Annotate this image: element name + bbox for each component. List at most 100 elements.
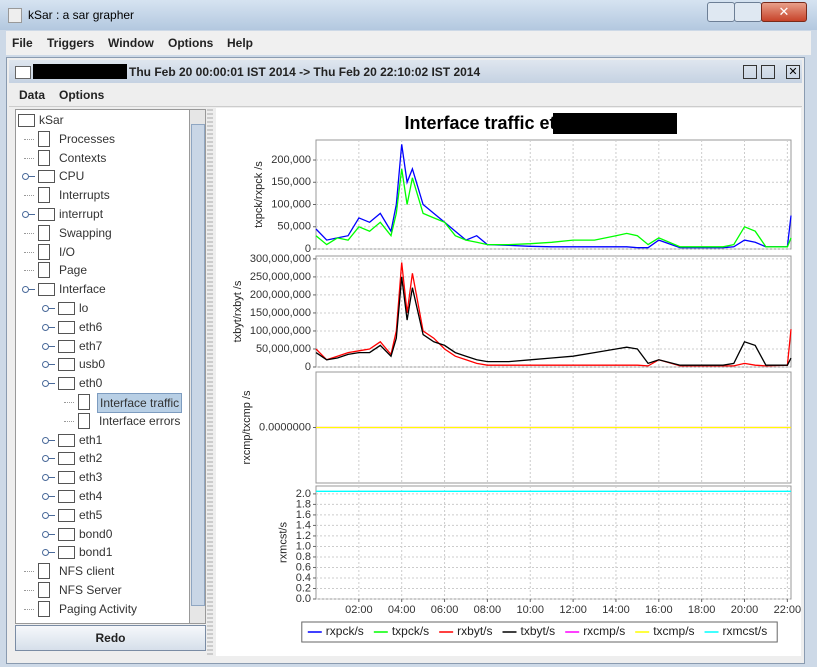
y-tick-label: 1.2	[296, 530, 311, 542]
tree-label[interactable]: Contexts	[57, 149, 108, 167]
iconify-button[interactable]	[743, 65, 757, 79]
menu-item[interactable]: File	[12, 36, 33, 50]
menu-item[interactable]: Help	[227, 36, 253, 50]
tree-label[interactable]: interrupt	[57, 205, 105, 223]
tree-label[interactable]: bond1	[77, 543, 114, 561]
tree-label[interactable]: eth6	[77, 318, 104, 336]
y-tick-label: 1.6	[296, 509, 311, 521]
folder-icon	[58, 546, 75, 559]
tree-label[interactable]: Processes	[57, 130, 117, 148]
tree-label[interactable]: NFS client	[57, 562, 116, 580]
tree-label[interactable]: Interface	[57, 280, 108, 298]
file-icon	[38, 150, 50, 166]
tree-label[interactable]: usb0	[77, 355, 107, 373]
handle-line	[48, 534, 55, 535]
tree-line	[24, 609, 34, 610]
handle-line	[48, 458, 55, 459]
minimize-button[interactable]	[707, 2, 735, 22]
y-tick-label: 0.4	[296, 572, 311, 584]
scrollbar[interactable]	[189, 109, 206, 624]
menu-item[interactable]: Window	[108, 36, 154, 50]
tree-label[interactable]: I/O	[57, 243, 77, 261]
handle-line	[48, 477, 55, 478]
y-tick-label: 300,000,000	[250, 253, 311, 265]
tree-line	[24, 158, 34, 159]
y-tick-label: 250,000,000	[250, 271, 311, 283]
close-frame-button[interactable]: ✕	[786, 65, 800, 79]
tree-label[interactable]: eth1	[77, 431, 104, 449]
folder-icon	[58, 452, 75, 465]
maximize-frame-button[interactable]	[761, 65, 775, 79]
x-tick-label: 04:00	[388, 604, 416, 616]
tree-label[interactable]: eth4	[77, 487, 104, 505]
y-tick-label: 0.2	[296, 582, 311, 594]
handle-line	[48, 515, 55, 516]
tree-label[interactable]: eth3	[77, 468, 104, 486]
y-tick-label: 1.8	[296, 498, 311, 510]
tree-label[interactable]: bond0	[77, 525, 114, 543]
folder-icon	[58, 321, 75, 334]
y-tick-label: 50,000,000	[256, 343, 311, 355]
redo-button[interactable]: Redo	[15, 625, 206, 651]
menu-item[interactable]: Options	[59, 88, 104, 102]
x-tick-label: 02:00	[345, 604, 373, 616]
y-tick-label: 0.6	[296, 561, 311, 573]
y-tick-label: 200,000	[271, 154, 311, 166]
tree-label[interactable]: Interrupts	[57, 186, 112, 204]
menu-item[interactable]: Options	[168, 36, 213, 50]
redacted	[553, 113, 677, 134]
folder-icon	[18, 114, 35, 127]
folder-icon	[58, 358, 75, 371]
tree-label[interactable]: eth5	[77, 506, 104, 524]
handle-line	[48, 496, 55, 497]
y-axis-label: rxmcst/s	[278, 522, 290, 563]
tree-label[interactable]: Interface errors	[97, 412, 182, 430]
y-tick-label: 100,000	[271, 198, 311, 210]
tree-label[interactable]: NFS Server	[57, 581, 124, 599]
tree-label[interactable]: eth7	[77, 337, 104, 355]
handle-line	[28, 214, 35, 215]
tree-label[interactable]: Interface traffic	[97, 393, 182, 413]
file-icon	[38, 563, 50, 579]
handle-line	[48, 346, 55, 347]
file-icon	[78, 394, 90, 410]
y-axis-label: txbyt/rxbyt /s	[232, 280, 244, 342]
plot-area	[316, 140, 791, 249]
folder-icon	[38, 208, 55, 221]
scroll-thumb[interactable]	[191, 124, 205, 606]
frame-icon	[15, 66, 31, 79]
tree-label[interactable]: Page	[57, 261, 89, 279]
tree-line	[24, 590, 34, 591]
tree-label[interactable]: Swapping	[57, 224, 114, 242]
frame-title: Thu Feb 20 00:00:01 IST 2014 -> Thu Feb …	[129, 65, 480, 79]
tree-label[interactable]: kSar	[37, 111, 66, 129]
plot-area	[316, 486, 791, 599]
tree-line	[24, 571, 34, 572]
y-tick-label: 200,000,000	[250, 289, 311, 301]
maximize-button[interactable]	[734, 2, 762, 22]
redacted	[33, 64, 127, 79]
y-tick-label: 0.0000000	[259, 421, 311, 433]
close-button[interactable]: ✕	[761, 2, 807, 22]
tree-label[interactable]: Paging Activity	[57, 600, 139, 618]
tree-line	[24, 139, 34, 140]
x-tick-label: 18:00	[688, 604, 716, 616]
folder-icon	[58, 434, 75, 447]
title-bar: kSar : a sar grapher ✕	[0, 0, 817, 30]
menu-item[interactable]: Triggers	[47, 36, 94, 50]
tree-label[interactable]: CPU	[57, 167, 86, 185]
menu-item[interactable]: Data	[19, 88, 45, 102]
y-tick-label: 0	[305, 361, 311, 373]
tree-label[interactable]: eth2	[77, 449, 104, 467]
folder-icon	[58, 377, 75, 390]
y-tick-label: 2.0	[296, 488, 311, 500]
legend-label: rxbyt/s	[457, 624, 492, 638]
legend-label: rxmcst/s	[723, 624, 768, 638]
y-tick-label: 100,000,000	[250, 325, 311, 337]
tree-label[interactable]: lo	[77, 299, 90, 317]
legend: rxpck/stxpck/srxbyt/stxbyt/srxcmp/stxcmp…	[302, 622, 777, 642]
splitter[interactable]	[207, 109, 213, 655]
tree-label[interactable]: eth0	[77, 374, 104, 392]
folder-icon	[58, 471, 75, 484]
